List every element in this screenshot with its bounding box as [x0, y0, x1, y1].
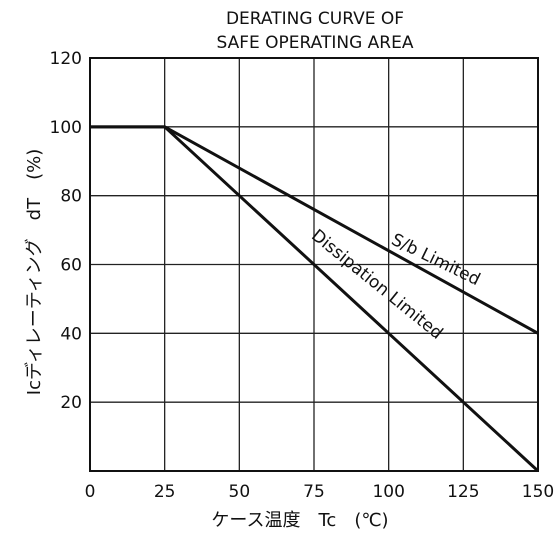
- tick-labels: 0 25 50 75 100 125 150 20 40 60 80 100 120: [50, 49, 555, 502]
- x-tick-label-125: 125: [447, 482, 479, 502]
- y-tick-label-120: 120: [50, 49, 82, 69]
- y-axis-label: Icディレーティング dT (%): [24, 149, 45, 395]
- y-tick-label-80: 80: [60, 187, 82, 207]
- x-tick-label-75: 75: [303, 482, 325, 502]
- y-tick-label-60: 60: [60, 256, 82, 276]
- y-tick-label-100: 100: [50, 118, 82, 138]
- x-tick-label-150: 150: [522, 482, 554, 502]
- plot-frame: [89, 57, 539, 472]
- series-lines: [90, 125, 540, 473]
- x-tick-label-50: 50: [229, 482, 251, 502]
- chart-title-line-1: DERATING CURVE OF: [226, 9, 404, 29]
- x-tick-label-0: 0: [85, 482, 96, 502]
- y-tick-label-20: 20: [60, 393, 82, 413]
- series-line-2: [90, 125, 540, 473]
- grid: [90, 58, 538, 471]
- x-tick-label-100: 100: [372, 482, 404, 502]
- x-axis-label: ケース温度 Tc (℃): [211, 510, 388, 531]
- x-tick-label-25: 25: [154, 482, 176, 502]
- chart-title-line-2: SAFE OPERATING AREA: [217, 33, 414, 53]
- y-tick-label-40: 40: [60, 324, 82, 344]
